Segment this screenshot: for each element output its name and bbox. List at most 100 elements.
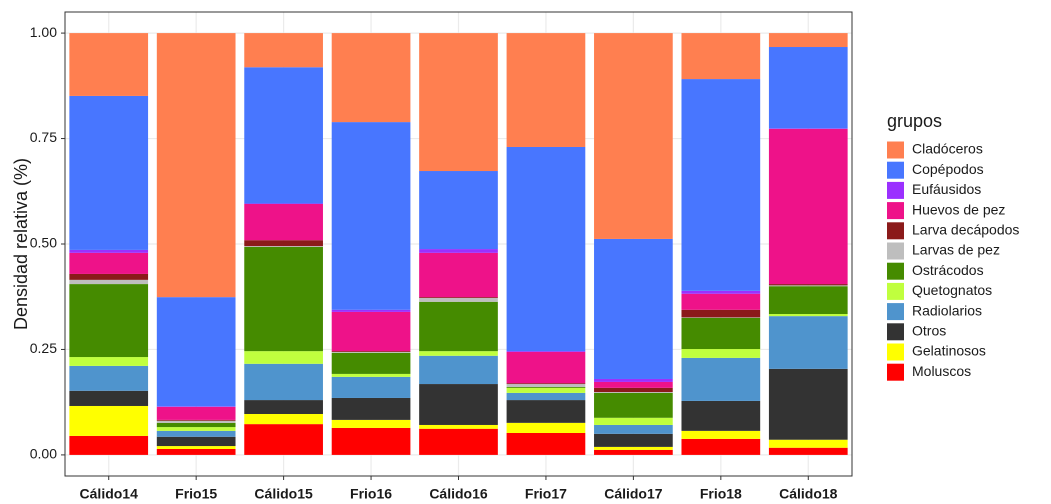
y-axis-label: Densidad relativa (%) <box>11 158 31 330</box>
bar-segment <box>156 446 236 450</box>
bar-segment <box>156 427 236 431</box>
bar-segment <box>419 384 498 425</box>
bar-segment <box>594 387 673 393</box>
bar-segment <box>506 146 586 352</box>
x-tick-label: Cálido14 <box>80 486 139 502</box>
bar-segment <box>419 297 498 302</box>
bar-segment <box>681 293 761 310</box>
bar-segment <box>594 392 673 418</box>
bar-segment <box>331 373 411 377</box>
bar-segment <box>681 400 761 431</box>
bar-segment <box>594 433 673 447</box>
bar-segment <box>331 351 411 352</box>
y-tick-label: 0.50 <box>30 235 57 251</box>
legend-key <box>887 141 904 159</box>
bar-segment <box>244 67 323 204</box>
bar-segment <box>69 273 149 280</box>
bar-segment <box>768 285 848 287</box>
legend-label: Otros <box>912 323 946 339</box>
bar-segment <box>244 363 323 401</box>
bar-segment <box>594 378 673 382</box>
bar-segment <box>506 351 586 384</box>
panel-border <box>64 11 853 477</box>
legend-key <box>887 242 904 260</box>
bar-segment <box>768 314 848 317</box>
x-tick-label: Frio15 <box>175 486 217 502</box>
bar-segment <box>331 33 411 123</box>
bar-segment <box>506 384 586 387</box>
bar-segment <box>244 400 323 414</box>
x-tick-label: Cálido15 <box>254 486 313 502</box>
bar-segment <box>244 203 323 241</box>
y-tick-label: 0.00 <box>30 446 57 462</box>
bar-segment <box>419 351 498 356</box>
bar-segment <box>594 381 673 388</box>
bar-segment <box>156 33 236 298</box>
bar-segment <box>681 357 761 401</box>
y-tick-label: 0.25 <box>30 340 57 356</box>
bar-segment <box>156 449 236 455</box>
bar-segment <box>681 349 761 358</box>
bar-segment <box>506 386 586 388</box>
legend-label: Quetognatos <box>912 282 992 298</box>
bar-segment <box>331 351 411 353</box>
bar-segment <box>69 249 149 253</box>
legend-label: Huevos de pez <box>912 201 1005 217</box>
bar-segment <box>419 428 498 455</box>
bar-segment <box>768 47 848 129</box>
bar-segment <box>69 390 149 406</box>
bar-segment <box>506 387 586 393</box>
bar-segment <box>594 449 673 455</box>
bar-segment <box>419 249 498 253</box>
bar-segment <box>244 424 323 455</box>
bar-segment <box>69 33 149 96</box>
bar-segment <box>594 446 673 450</box>
bar-segment <box>156 406 236 420</box>
bar-segment <box>768 286 848 315</box>
bar-segment <box>331 311 411 352</box>
bar-segment <box>156 297 236 407</box>
bar-segment <box>681 317 761 350</box>
bar-segment <box>768 439 848 448</box>
bar-segment <box>331 427 411 455</box>
bar-segment <box>331 376 411 398</box>
legend-label: Moluscos <box>912 363 971 379</box>
bar-segment <box>69 365 149 391</box>
bar-segment <box>244 351 323 364</box>
bar-segment <box>681 290 761 294</box>
bar-segment <box>419 297 498 298</box>
bar-segment <box>506 33 586 147</box>
bar-segment <box>69 95 149 250</box>
bar-segment <box>768 368 848 440</box>
legend-label: Cladóceros <box>912 141 983 157</box>
bar-segment <box>768 128 848 285</box>
bar-segment <box>419 171 498 250</box>
bar-segment <box>594 33 673 239</box>
legend-key <box>887 181 904 199</box>
bar-segment <box>331 309 411 312</box>
legend-key <box>887 343 904 361</box>
bar-segment <box>419 33 498 172</box>
bar-segment <box>594 392 673 393</box>
legend-label: Ostrácodos <box>912 262 984 278</box>
x-tick-label: Cálido16 <box>429 486 488 502</box>
bar-segment <box>419 424 498 429</box>
legend-label: Larva decápodos <box>912 222 1019 238</box>
x-tick-label: Frio18 <box>700 486 742 502</box>
bar-segment <box>768 33 848 48</box>
bar-segment <box>156 422 236 428</box>
bar-segment <box>419 301 498 352</box>
legend-label: Copépodos <box>912 161 984 177</box>
bar-segment <box>506 383 586 385</box>
x-tick-label: Frio17 <box>525 486 567 502</box>
legend-key <box>887 282 904 300</box>
bar-segment <box>681 33 761 80</box>
bar-segment <box>69 405 149 436</box>
y-tick-label: 0.75 <box>30 129 57 145</box>
legend-title: grupos <box>887 111 942 131</box>
bar-segment <box>594 238 673 379</box>
bar-segment <box>244 240 323 247</box>
bar-segment <box>681 430 761 439</box>
